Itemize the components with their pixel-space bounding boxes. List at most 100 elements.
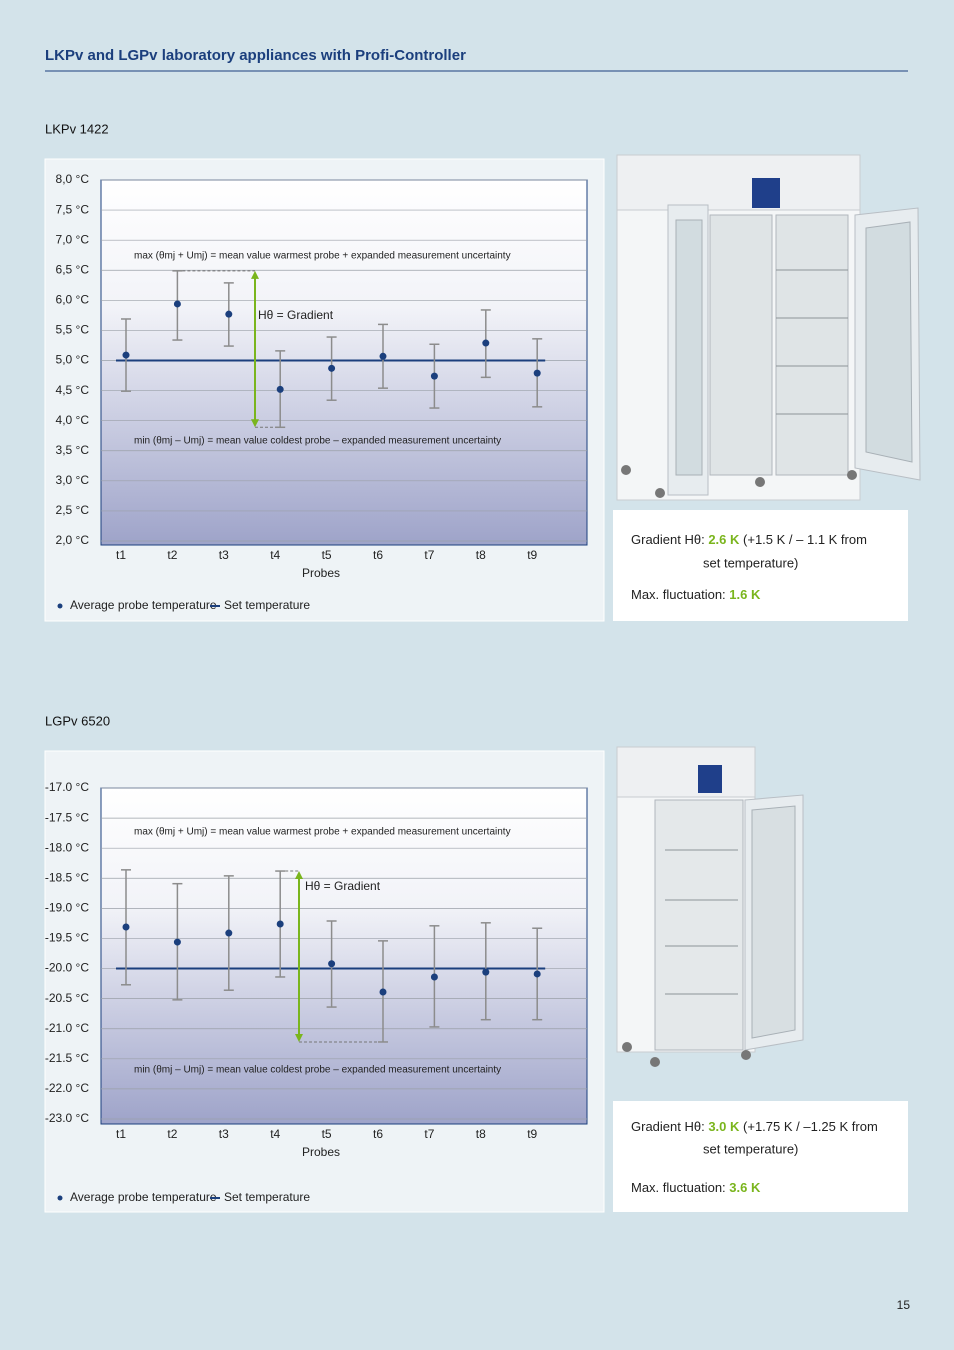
y-tick-label: -20.5 °C: [45, 991, 89, 1005]
min-annotation: min (θmj – Umj) = mean value coldest pro…: [134, 436, 501, 447]
probe-point: [173, 938, 181, 946]
x-tick-label: t7: [424, 1127, 434, 1141]
gradient-label: Hθ = Gradient: [305, 879, 381, 893]
x-tick-label: t6: [373, 1127, 383, 1141]
arrow-head: [251, 270, 259, 279]
y-tick-label: 5,5 °C: [56, 323, 90, 337]
probe-point: [225, 929, 233, 937]
legend-marker: [57, 603, 63, 609]
arrow-head: [251, 419, 259, 428]
spec-gradient: Gradient Hθ: 3.0 K (+1.75 K / –1.25 K fr…: [631, 1119, 878, 1134]
x-tick-label: t8: [476, 1127, 486, 1141]
x-tick-label: t2: [167, 548, 177, 562]
spec-label: Max. fluctuation:: [631, 1180, 729, 1195]
legend-marker: [57, 1195, 63, 1201]
probe-point: [430, 973, 438, 981]
x-tick-label: t3: [219, 548, 229, 562]
probe-point: [328, 364, 336, 372]
spec-label: Max. fluctuation:: [631, 587, 729, 602]
section-title: LKPv 1422: [45, 121, 109, 136]
y-tick-label: 4,5 °C: [56, 383, 90, 397]
probe-point: [533, 970, 541, 978]
probe-point: [533, 369, 541, 377]
x-tick-label: t9: [527, 548, 537, 562]
y-tick-label: 7,0 °C: [56, 232, 90, 246]
y-tick-label: 4,0 °C: [56, 413, 90, 427]
fridge-image: [616, 746, 804, 1067]
x-tick-label: t4: [270, 548, 280, 562]
probe-point: [328, 960, 336, 968]
page-title: LKPv and LGPv laboratory appliances with…: [45, 47, 466, 64]
x-tick-label: t3: [219, 1127, 229, 1141]
max-annotation: max (θmj + Umj) = mean value warmest pro…: [134, 827, 511, 838]
y-tick-label: 2,5 °C: [56, 503, 90, 517]
x-tick-label: t9: [527, 1127, 537, 1141]
y-tick-label: -17.5 °C: [45, 810, 89, 824]
y-tick-label: -18.5 °C: [45, 870, 89, 884]
spec-note: set temperature): [703, 1141, 798, 1156]
probe-point: [122, 923, 130, 931]
min-annotation: min (θmj – Umj) = mean value coldest pro…: [134, 1065, 501, 1076]
probe-point: [122, 351, 130, 359]
probe-point: [173, 300, 181, 308]
x-tick-label: t2: [167, 1127, 177, 1141]
y-tick-label: -22.0 °C: [45, 1081, 89, 1095]
x-tick-label: t4: [270, 1127, 280, 1141]
probe-point: [225, 310, 233, 318]
x-axis-label: Probes: [302, 566, 340, 580]
spec-fluctuation: Max. fluctuation: 3.6 K: [631, 1180, 761, 1195]
y-tick-label: 6,5 °C: [56, 262, 90, 276]
probe-point: [482, 968, 490, 976]
legend-label: Average probe temperature: [70, 598, 217, 612]
x-tick-label: t5: [322, 1127, 332, 1141]
y-tick-label: -21.5 °C: [45, 1051, 89, 1065]
probe-point: [379, 988, 387, 996]
spec-label: Gradient Hθ:: [631, 532, 708, 547]
gradient-label: Hθ = Gradient: [258, 308, 334, 322]
spec-note: set temperature): [703, 555, 798, 570]
probe-point: [482, 339, 490, 347]
spec-note: (+1.5 K / – 1.1 K from: [739, 532, 867, 547]
x-tick-label: t8: [476, 548, 486, 562]
x-tick-label: t7: [424, 548, 434, 562]
section-title: LGPv 6520: [45, 713, 110, 728]
plot-area: [100, 179, 588, 546]
probe-point: [379, 352, 387, 360]
y-tick-label: 3,5 °C: [56, 443, 90, 457]
spec-note: (+1.75 K / –1.25 K from: [739, 1119, 877, 1134]
y-tick-label: -19.0 °C: [45, 901, 89, 915]
x-tick-label: t6: [373, 548, 383, 562]
y-tick-label: 6,0 °C: [56, 293, 90, 307]
y-tick-label: -20.0 °C: [45, 961, 89, 975]
y-tick-label: -23.0 °C: [45, 1111, 89, 1125]
probe-point: [430, 372, 438, 380]
y-tick-label: 3,0 °C: [56, 473, 90, 487]
spec-value: 1.6 K: [729, 587, 761, 602]
x-axis-label: Probes: [302, 1145, 340, 1159]
fridge-image: [616, 154, 921, 501]
arrow-head: [295, 871, 303, 880]
y-tick-label: 2,0 °C: [56, 533, 90, 547]
spec-gradient: Gradient Hθ: 2.6 K (+1.5 K / – 1.1 K fro…: [631, 532, 867, 547]
spec-fluctuation: Max. fluctuation: 1.6 K: [631, 587, 761, 602]
y-tick-label: -17.0 °C: [45, 780, 89, 794]
y-tick-label: -21.0 °C: [45, 1021, 89, 1035]
probe-point: [276, 385, 284, 393]
probe-point: [276, 920, 284, 928]
max-annotation: max (θmj + Umj) = mean value warmest pro…: [134, 251, 511, 262]
x-tick-label: t1: [116, 548, 126, 562]
spec-box: [613, 1101, 908, 1212]
y-tick-label: -18.0 °C: [45, 840, 89, 854]
spec-value: 3.6 K: [729, 1180, 761, 1195]
legend-label: Set temperature: [224, 1190, 310, 1204]
spec-value: 3.0 K: [708, 1119, 740, 1134]
plot-area: [100, 787, 588, 1125]
y-tick-label: 8,0 °C: [56, 172, 90, 186]
spec-label: Gradient Hθ:: [631, 1119, 708, 1134]
legend-label: Set temperature: [224, 598, 310, 612]
legend-label: Average probe temperature: [70, 1190, 217, 1204]
y-tick-label: 7,5 °C: [56, 202, 90, 216]
x-tick-label: t5: [322, 548, 332, 562]
arrow-head: [295, 1033, 303, 1042]
